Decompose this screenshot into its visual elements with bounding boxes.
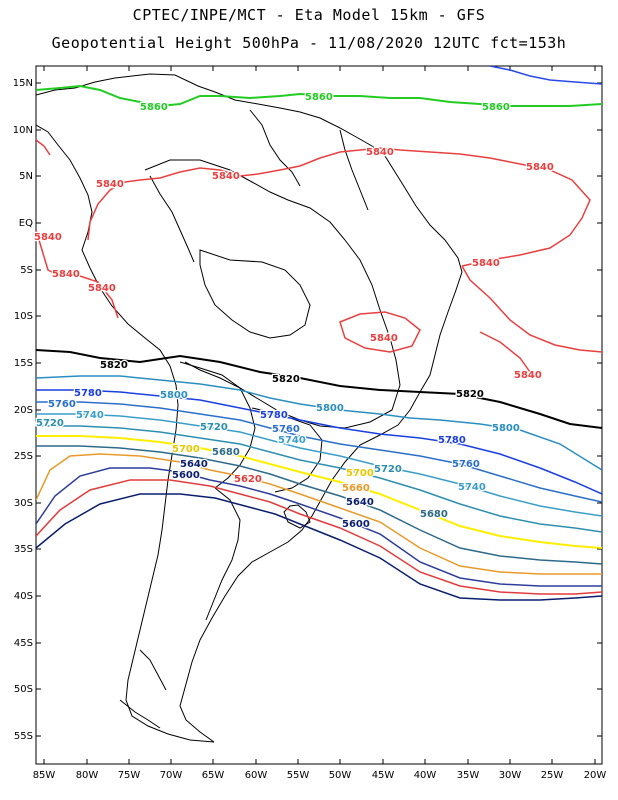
lon-tick-label: 25W [541,770,564,781]
contour-5840-east [461,265,602,353]
contour-5840-closed [339,311,421,353]
contour-label: 5820 [100,360,128,371]
contour-5600 [36,493,602,601]
lat-tick-label: 10S [14,311,33,322]
contour-label: 5720 [36,418,64,429]
contour-label: 5680 [212,447,240,458]
contour-5680 [36,445,602,565]
lat-tick-label: 30S [14,498,33,509]
lat-tick-label: 35S [14,544,33,555]
contour-label: 5840 [514,370,542,381]
axis-ticks: 15N 10N 5N EQ 5S 10S 15S 20S 25S 30S 35S 40S 45S 50S 5… [13,66,607,781]
contour-label: 5640 [180,459,208,470]
contour-label: 5860 [140,102,168,113]
lon-tick-label: 85W [33,770,56,781]
contour-label: 5780 [74,388,102,399]
contour-label: 5820 [456,389,484,400]
lon-tick-label: 60W [245,770,268,781]
lon-tick-label: 35W [457,770,480,781]
lat-tick-label: 5N [19,171,33,182]
lon-tick-label: 50W [329,770,352,781]
contour-5740 [36,413,602,517]
contour-label: 5860 [305,92,333,103]
contour-label: 5840 [88,283,116,294]
contour-5860 [36,84,602,108]
lat-tick-label: 45S [14,638,33,649]
lon-tick-label: 75W [118,770,141,781]
contour-label: 5760 [452,459,480,470]
contour-label: 5840 [370,333,398,344]
lat-tick-label: 10N [13,125,33,136]
contour-label: 5740 [458,482,486,493]
contour-label: 5680 [420,509,448,520]
contour-label: 5860 [482,102,510,113]
contour-label: 5640 [346,497,374,508]
lat-tick-label: 5S [20,265,33,276]
contour-label: 5760 [48,399,76,410]
lon-tick-label: 20W [584,770,607,781]
contour-label: 5800 [316,403,344,414]
contour-label: 5620 [234,474,262,485]
contour-5780 [36,389,602,495]
contour-label: 5800 [492,423,520,434]
contour-5820 [36,349,602,429]
lat-tick-label: 40S [14,591,33,602]
contour-label: 5840 [526,162,554,173]
contour-label: 5740 [76,410,104,421]
contour-labels: 5860 5860 5860 5840 5840 5840 5840 5840 5840 5840… [33,91,555,532]
lat-tick-label: EQ [19,218,33,229]
contour-5840-west [36,229,119,319]
lat-tick-label: 15N [13,78,33,89]
contour-label: 5840 [366,147,394,158]
contour-5660 [36,453,602,575]
contour-label: 5660 [342,483,370,494]
lon-tick-label: 80W [76,770,99,781]
lon-tick-label: 40W [414,770,437,781]
map-frame [35,65,603,765]
map-title-line1: CPTEC/INPE/MCT - Eta Model 15km - GFS [132,6,486,24]
contour-label: 5720 [200,422,228,433]
contour-5840-north [87,147,591,267]
contour-label: 5840 [52,269,80,280]
contour-label: 5740 [278,435,306,446]
contour-label: 5760 [272,424,300,435]
lon-tick-label: 45W [372,770,395,781]
contour-label: 5800 [160,390,188,401]
contour-5800 [36,375,602,471]
lon-tick-label: 30W [499,770,522,781]
contour-5620 [36,479,602,595]
coastline [36,73,463,743]
lon-tick-label: 55W [287,770,310,781]
contour-label: 5720 [374,464,402,475]
contour-label: 5700 [172,444,200,455]
contour-label: 5840 [212,171,240,182]
lon-tick-label: 65W [202,770,225,781]
lat-tick-label: 20S [14,405,33,416]
contour-label: 5820 [272,374,300,385]
contour-label: 5780 [438,435,466,446]
contour-label: 5600 [342,519,370,530]
contour-label: 5840 [96,179,124,190]
contour-label: 5700 [346,468,374,479]
contour-label: 5840 [472,258,500,269]
lat-tick-label: 25S [14,451,33,462]
lat-tick-label: 15S [14,358,33,369]
lat-tick-label: 50S [14,684,33,695]
contour-label: 5780 [260,410,288,421]
contour-5840-nw [36,139,51,156]
lon-tick-label: 70W [160,770,183,781]
contour-5840-se [479,331,531,373]
map-title-line2: Geopotential Height 500hPa - 11/08/2020 … [51,34,567,52]
contour-label: 5840 [34,232,62,243]
contour-5720 [36,425,602,533]
contour-label: 5600 [172,470,200,481]
lat-tick-label: 55S [14,731,33,742]
contour-5880 [489,66,602,85]
contour-5640 [36,467,602,587]
contour-5760 [36,401,602,503]
contour-5700 [36,435,602,549]
